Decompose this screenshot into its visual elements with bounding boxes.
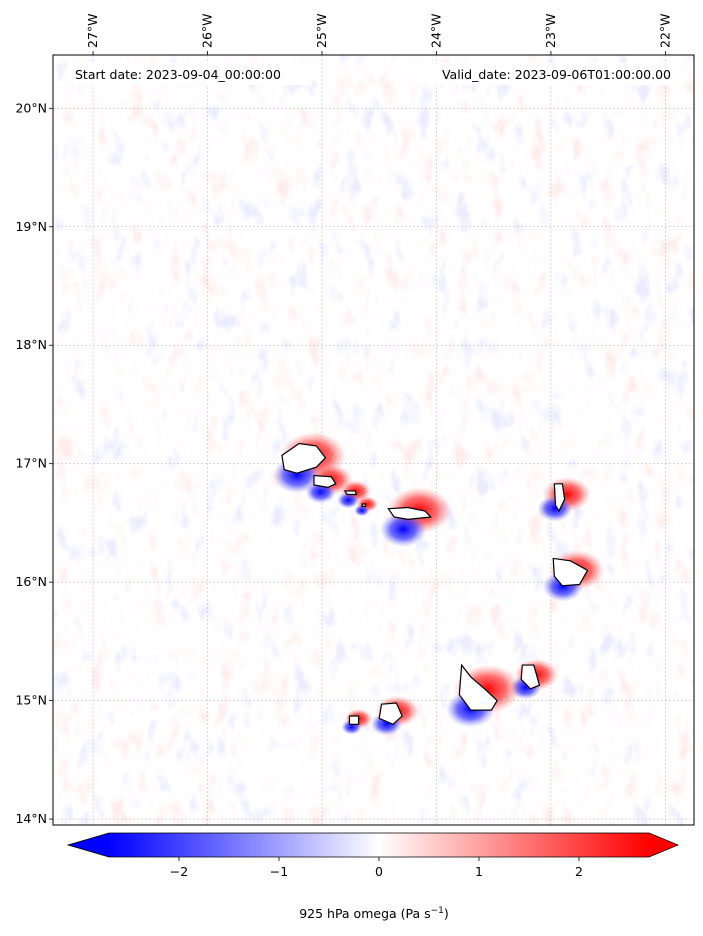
island-outline-4 [387,506,433,520]
lon-tick-label-3: 24°W [428,13,443,48]
island-outline-5 [553,483,566,513]
start-date-label: Start date: 2023-09-04_00:00:00 [75,67,281,82]
map-frame [52,54,695,826]
colorbar-body [109,833,649,857]
lat-tick-label-1: 15°N [15,693,47,708]
island-outline-0 [281,442,327,474]
colorbar-ticks: −2 −1 0 1 2 [170,857,583,879]
lat-tick-label-3: 17°N [15,456,47,471]
colorbar-tick-label-1: −1 [270,864,288,879]
colorbar-tick-label-4: 2 [575,864,583,879]
lat-tick-label-2: 16°N [15,574,47,589]
lat-tick-label-5: 19°N [15,219,47,234]
lon-tick-label-2: 25°W [314,13,329,48]
lon-tick-label-4: 23°W [543,13,558,48]
omega-field [53,55,694,825]
valid-date-label: Valid_date: 2023-09-06T01:00:00.00 [442,67,671,82]
island-outline-9 [378,702,403,726]
island-outline-2 [343,490,358,496]
colorbar-extend-low [68,833,109,857]
field-wash [53,55,694,825]
map-panel [53,55,694,825]
lat-tick-label-4: 18°N [15,337,47,352]
longitude-axis: 27°W 26°W 25°W 24°W 23°W 22°W [85,13,672,55]
downdraft-signal-2 [337,492,360,509]
colorbar: −2 −1 0 1 2 925 hPa omega (Pa s−1) [66,832,680,921]
colorbar-outline [66,832,680,858]
island-outline-10 [348,715,360,725]
colorbar-extend-high [649,833,678,857]
downdraft-signal-4 [379,511,427,547]
latitude-axis: 14°N 15°N 16°N 17°N 18°N 19°N 20°N [15,100,53,826]
lat-tick-label-0: 14°N [15,811,47,826]
lon-tick-label-5: 22°W [657,13,672,48]
colorbar-tick-label-2: 0 [375,864,383,879]
island-outline-7 [520,664,541,690]
colorbar-tick-label-0: −2 [170,864,188,879]
lat-tick-label-6: 20°N [15,100,47,115]
island-outline-8 [458,663,498,711]
island-outline-1 [313,474,337,489]
coastlines [281,442,589,726]
downdraft-signal-3 [354,504,370,517]
gridlines [53,55,694,825]
island-outline-6 [552,557,589,587]
lon-tick-label-1: 26°W [200,13,215,48]
island-outline-3 [361,503,367,507]
colorbar-tick-label-3: 1 [475,864,483,879]
valid-date-box: Valid_date: 2023-09-06T01:00:00.00 [410,63,677,85]
lon-tick-label-0: 27°W [85,13,100,48]
start-date-box: Start date: 2023-09-04_00:00:00 [68,63,312,85]
colorbar-label: 925 hPa omega (Pa s−1) [299,906,449,921]
